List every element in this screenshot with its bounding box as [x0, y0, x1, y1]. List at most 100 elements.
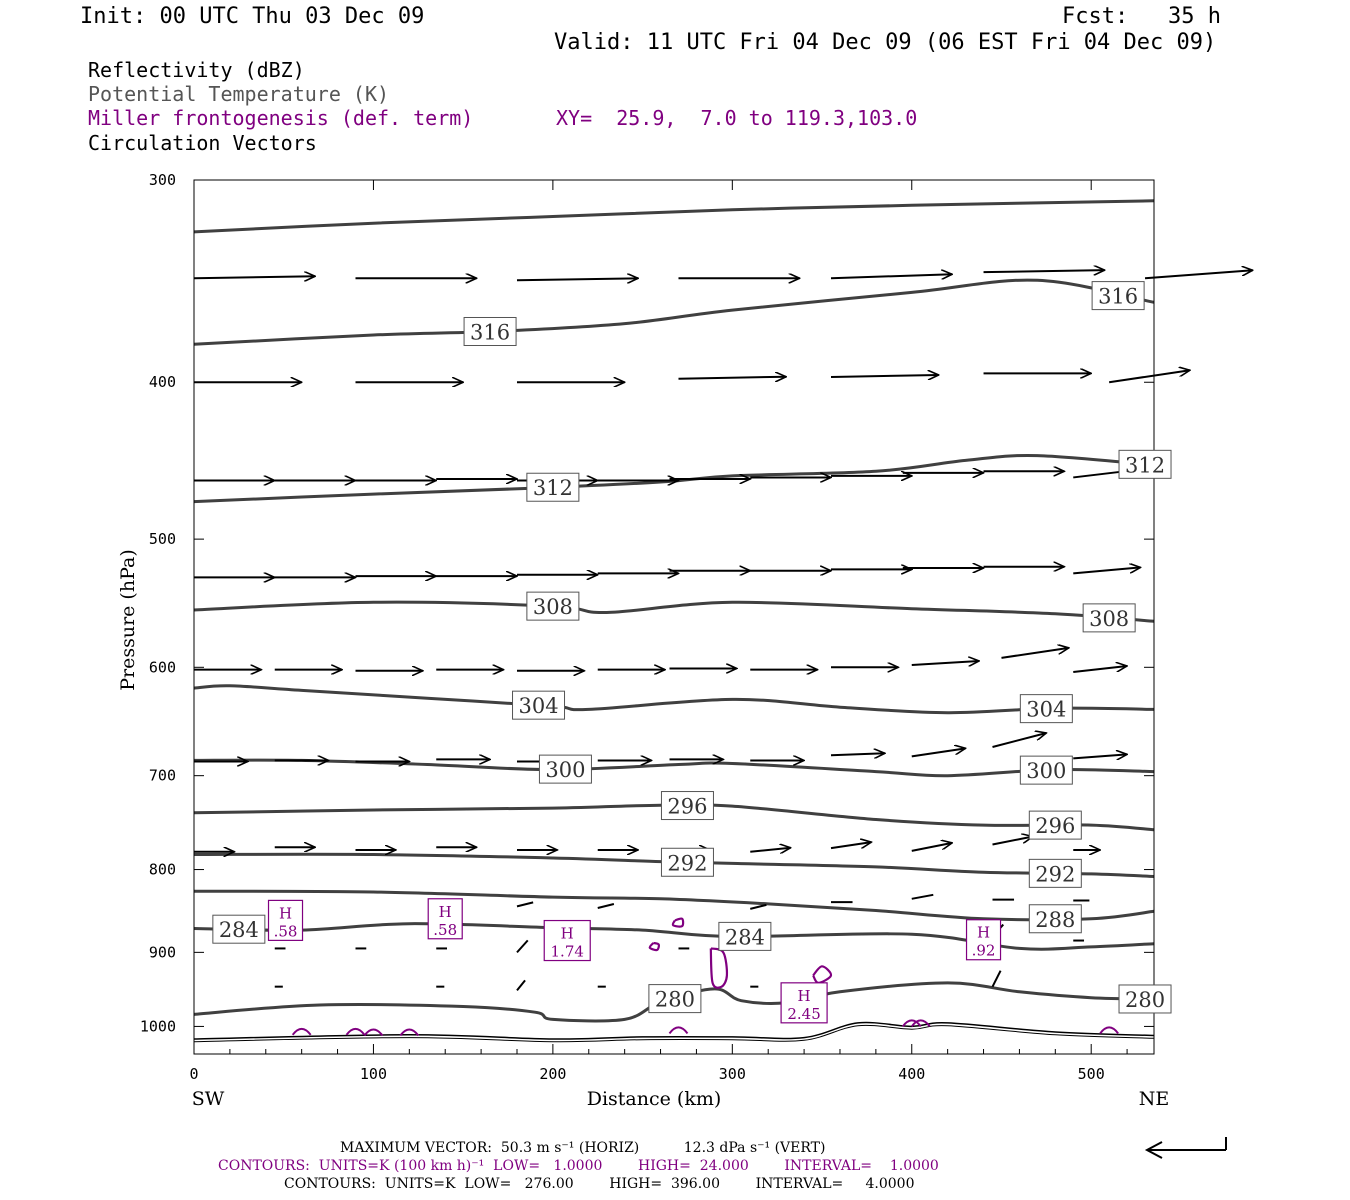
theta-label-box [648, 984, 702, 1014]
circulation-vector [516, 901, 534, 908]
frontogenesis-contour-note: CONTOURS: UNITS=K (100 km h)⁻¹ LOW= 1.00… [218, 1158, 939, 1174]
frontogenesis-max-box [427, 898, 463, 940]
theta-label-296: 296 [667, 795, 707, 819]
theta-label-box [1019, 694, 1073, 724]
x-tick-label: 500 [1078, 1065, 1105, 1083]
x-tick-label: 300 [719, 1065, 746, 1083]
circulation-vector [750, 903, 767, 910]
frontogenesis-max-value: 2.45 [787, 1005, 820, 1023]
y-tick-label: 400 [149, 373, 176, 391]
theta-label-316: 316 [470, 320, 510, 344]
theta-label-312: 312 [533, 476, 573, 500]
theta-label-288: 288 [1035, 908, 1075, 932]
frontogenesis-surface-contour [901, 1019, 922, 1028]
circulation-vector [678, 377, 786, 379]
frontogenesis-max-value: .58 [433, 921, 457, 939]
circulation-vector [516, 979, 526, 991]
theta-label-300: 300 [1026, 759, 1066, 783]
theta-label-box [1118, 449, 1172, 479]
frontogenesis-surface-contour [363, 1028, 384, 1037]
theta-contour-312 [193, 453, 1155, 504]
theta-contour-288 [193, 889, 1155, 922]
theta-contour-308 [193, 600, 1155, 623]
theta-contour-note: CONTOURS: UNITS=K LOW= 276.00 HIGH= 396.… [284, 1176, 915, 1192]
frontogenesis-contour [812, 965, 833, 985]
frontogenesis-surface-contour [291, 1027, 312, 1036]
reference-vector [1144, 1137, 1227, 1159]
circulation-vector [911, 748, 966, 758]
theta-contour-296 [193, 803, 1155, 832]
theta-label-304: 304 [518, 694, 558, 718]
circulation-vector [983, 270, 1105, 272]
theta-label-box [526, 472, 580, 502]
frontogenesis-max-label: H [798, 987, 811, 1005]
cross-section-xy: XY= 25.9, 7.0 to 119.3,103.0 [556, 106, 918, 130]
terrain-surface [193, 1021, 1155, 1040]
frontogenesis-contour [671, 917, 685, 928]
theta-label-box [1082, 603, 1136, 633]
theta-label-box [660, 847, 714, 877]
frontogenesis-surface-contour [1099, 1026, 1119, 1035]
circulation-vector [516, 278, 638, 280]
x-axis-title: Distance (km) [587, 1088, 722, 1110]
circulation-vector [911, 661, 979, 665]
frontogenesis-max-box [780, 982, 828, 1024]
theta-label-300: 300 [545, 758, 585, 782]
theta-label-box [1019, 755, 1073, 785]
frontogenesis-surface-contour [668, 1026, 689, 1035]
theta-label-292: 292 [667, 851, 707, 875]
frontogenesis-surface-contour [345, 1027, 366, 1036]
circulation-vector [830, 753, 885, 755]
frontogenesis-contour [709, 947, 729, 989]
theta-label-308: 308 [533, 595, 573, 619]
theta-label-box [660, 791, 714, 821]
frontogenesis-max-box [965, 919, 1002, 961]
field-theta: Potential Temperature (K) [88, 82, 390, 106]
field-vectors: Circulation Vectors [88, 131, 317, 155]
theta-label-box [718, 921, 772, 951]
circulation-vector [911, 843, 952, 852]
y-tick-label: 300 [149, 171, 176, 189]
frontogenesis-max-label: H [439, 903, 452, 921]
circulation-vector [750, 848, 790, 852]
x-tick-label: 100 [360, 1065, 387, 1083]
ne-label: NE [1139, 1088, 1170, 1110]
theta-label-box [526, 591, 580, 621]
theta-label-316: 316 [1098, 285, 1138, 309]
frontogenesis-max-value: 1.74 [551, 943, 584, 961]
theta-contour-300 [193, 758, 1155, 778]
circulation-vector [911, 893, 934, 900]
theta-label-box [1028, 904, 1082, 934]
frontogenesis-contour [648, 941, 660, 952]
init-time: Init: 00 UTC Thu 03 Dec 09 [80, 4, 425, 29]
forecast-hour: Fcst: 35 h [1062, 4, 1221, 29]
x-tick-label: 0 [189, 1065, 198, 1083]
theta-contour-284 [193, 922, 1155, 951]
sw-label: SW [192, 1088, 225, 1110]
circulation-vector [193, 276, 315, 278]
theta-label-box [1091, 281, 1145, 311]
circulation-vector [1001, 648, 1068, 659]
theta-label-308: 308 [1089, 607, 1129, 631]
y-tick-label: 700 [149, 767, 176, 785]
theta-label-box [463, 316, 517, 346]
theta-label-280: 280 [1125, 988, 1165, 1012]
circulation-vector [1108, 370, 1190, 384]
frontogenesis-max-label: H [561, 925, 574, 943]
frontogenesis-max-label: H [279, 904, 292, 922]
frontogenesis-max-box [543, 919, 591, 962]
frontogenesis-max-label: H [977, 924, 990, 942]
theta-label-box [538, 754, 592, 784]
y-tick-label: 900 [149, 943, 176, 961]
circulation-vector [1073, 666, 1127, 673]
theta-label-280: 280 [655, 988, 695, 1012]
x-tick-label: 200 [539, 1065, 566, 1083]
frontogenesis-max-box [267, 899, 304, 941]
circulation-vector [991, 970, 1002, 988]
theta-label-box [212, 914, 266, 944]
field-reflectivity: Reflectivity (dBZ) [88, 58, 305, 82]
theta-label-292: 292 [1035, 862, 1075, 886]
theta-label-284: 284 [725, 925, 765, 949]
x-tick-label: 400 [898, 1065, 925, 1083]
theta-contour-280 [193, 981, 1155, 1023]
